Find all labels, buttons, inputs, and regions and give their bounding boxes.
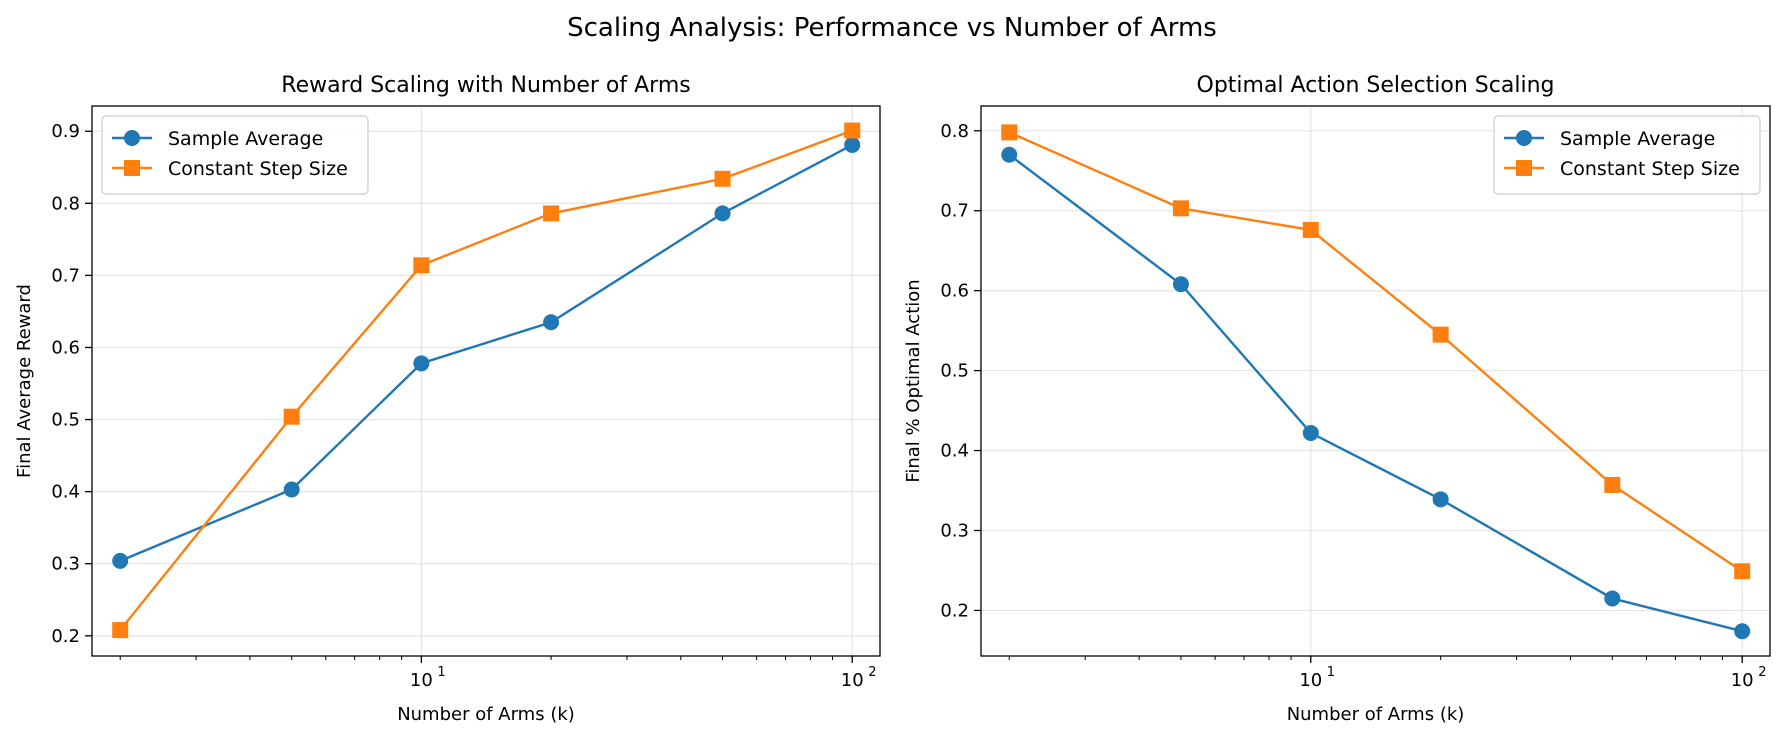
y-axis-label: Final % Optimal Action (903, 279, 924, 482)
x-tick-exponent: 2 (1758, 665, 1766, 680)
data-point (1432, 326, 1449, 343)
data-point (1302, 424, 1319, 441)
legend-swatch-marker (1516, 130, 1532, 146)
y-tick-label: 0.7 (940, 201, 969, 222)
y-tick-label: 0.4 (51, 482, 80, 503)
data-point (112, 622, 129, 639)
y-tick-label: 0.8 (940, 121, 969, 142)
x-tick-label: 10 (1299, 670, 1322, 691)
axes-frame (980, 105, 1771, 657)
data-point (714, 205, 731, 222)
y-tick-label: 0.7 (51, 265, 80, 286)
data-point (283, 481, 300, 498)
y-tick-label: 0.6 (940, 281, 969, 302)
y-tick-label: 0.3 (51, 554, 80, 575)
y-tick-label: 0.8 (51, 193, 80, 214)
data-point (283, 408, 300, 425)
legend-entry: Constant Step Size (168, 158, 348, 180)
x-tick-label: 10 (410, 670, 433, 691)
series-line-1 (119, 129, 853, 631)
chart-optimal-action-scaling: 10 1 10 2 0.2 0.3 0.4 0.5 0.6 0.7 0.8 Optimal Actio… (903, 73, 1771, 725)
data-point (1734, 563, 1751, 580)
y-tick-label: 0.2 (51, 626, 80, 647)
chart-reward-scaling: 10 1 10 2 0.2 0.3 0.4 0.5 0.6 0.7 0.8 0.9 Reward Sca… (14, 73, 881, 725)
x-tick-exponent: 2 (868, 665, 876, 680)
data-point (1172, 276, 1189, 293)
legend-entry: Constant Step Size (1560, 158, 1740, 180)
data-point (1734, 623, 1751, 640)
legend: Sample Average Constant Step Size (101, 115, 369, 195)
x-axis-label: Number of Arms (k) (397, 704, 575, 725)
y-axis-label: Final Average Reward (14, 284, 35, 478)
series-line-0 (1008, 153, 1743, 633)
data-point (1001, 146, 1018, 163)
axes-title: Optimal Action Selection Scaling (1197, 73, 1555, 98)
legend-swatch-marker (124, 160, 140, 176)
data-point (413, 257, 430, 274)
x-axis-label: Number of Arms (k) (1287, 704, 1465, 725)
axes-title: Reward Scaling with Number of Arms (281, 73, 690, 98)
data-point (1604, 476, 1621, 493)
legend-entry: Sample Average (168, 128, 323, 150)
y-tick-label: 0.4 (940, 441, 969, 462)
y-tick-label: 0.5 (940, 361, 969, 382)
data-point (543, 205, 560, 222)
data-point (844, 136, 861, 153)
legend-swatch-marker (1516, 160, 1532, 176)
y-tick-label: 0.2 (940, 600, 969, 621)
data-point (1001, 124, 1018, 141)
data-point (1604, 590, 1621, 607)
x-tick-label: 10 (841, 670, 864, 691)
legend-box (1493, 115, 1761, 195)
data-point (714, 170, 731, 187)
plot-area (981, 106, 1770, 656)
x-tick-exponent: 1 (437, 665, 445, 680)
data-point (413, 355, 430, 372)
data-point (112, 552, 129, 569)
data-point (1172, 200, 1189, 217)
series-line-1 (1008, 131, 1743, 573)
y-tick-label: 0.9 (51, 121, 80, 142)
legend: Sample Average Constant Step Size (1493, 115, 1761, 195)
y-tick-label: 0.3 (940, 520, 969, 541)
legend-entry: Sample Average (1560, 128, 1715, 150)
axes-frame (91, 105, 881, 657)
data-point (844, 122, 861, 139)
y-tick-label: 0.6 (51, 337, 80, 358)
series-line-0 (119, 143, 853, 562)
x-tick-label: 10 (1731, 670, 1754, 691)
legend-swatch-marker (124, 130, 140, 146)
data-point (1432, 491, 1449, 508)
data-point (1302, 221, 1319, 238)
figure-title: Scaling Analysis: Performance vs Number … (567, 13, 1217, 43)
y-tick-label: 0.5 (51, 410, 80, 431)
legend-box (101, 115, 369, 195)
data-point (543, 314, 560, 331)
x-tick-exponent: 1 (1327, 665, 1335, 680)
